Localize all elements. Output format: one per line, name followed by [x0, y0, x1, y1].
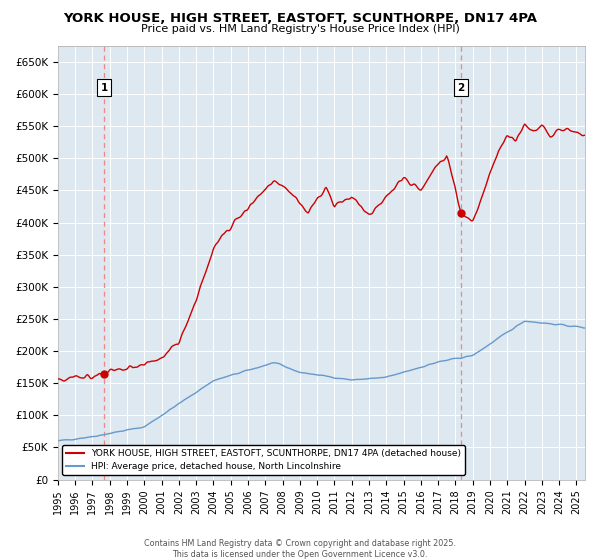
Legend: YORK HOUSE, HIGH STREET, EASTOFT, SCUNTHORPE, DN17 4PA (detached house), HPI: Av: YORK HOUSE, HIGH STREET, EASTOFT, SCUNTH… — [62, 445, 465, 475]
Text: 1: 1 — [100, 82, 107, 92]
Text: Contains HM Land Registry data © Crown copyright and database right 2025.
This d: Contains HM Land Registry data © Crown c… — [144, 539, 456, 559]
Text: YORK HOUSE, HIGH STREET, EASTOFT, SCUNTHORPE, DN17 4PA: YORK HOUSE, HIGH STREET, EASTOFT, SCUNTH… — [63, 12, 537, 25]
Text: Price paid vs. HM Land Registry's House Price Index (HPI): Price paid vs. HM Land Registry's House … — [140, 24, 460, 34]
Text: 2: 2 — [457, 82, 465, 92]
